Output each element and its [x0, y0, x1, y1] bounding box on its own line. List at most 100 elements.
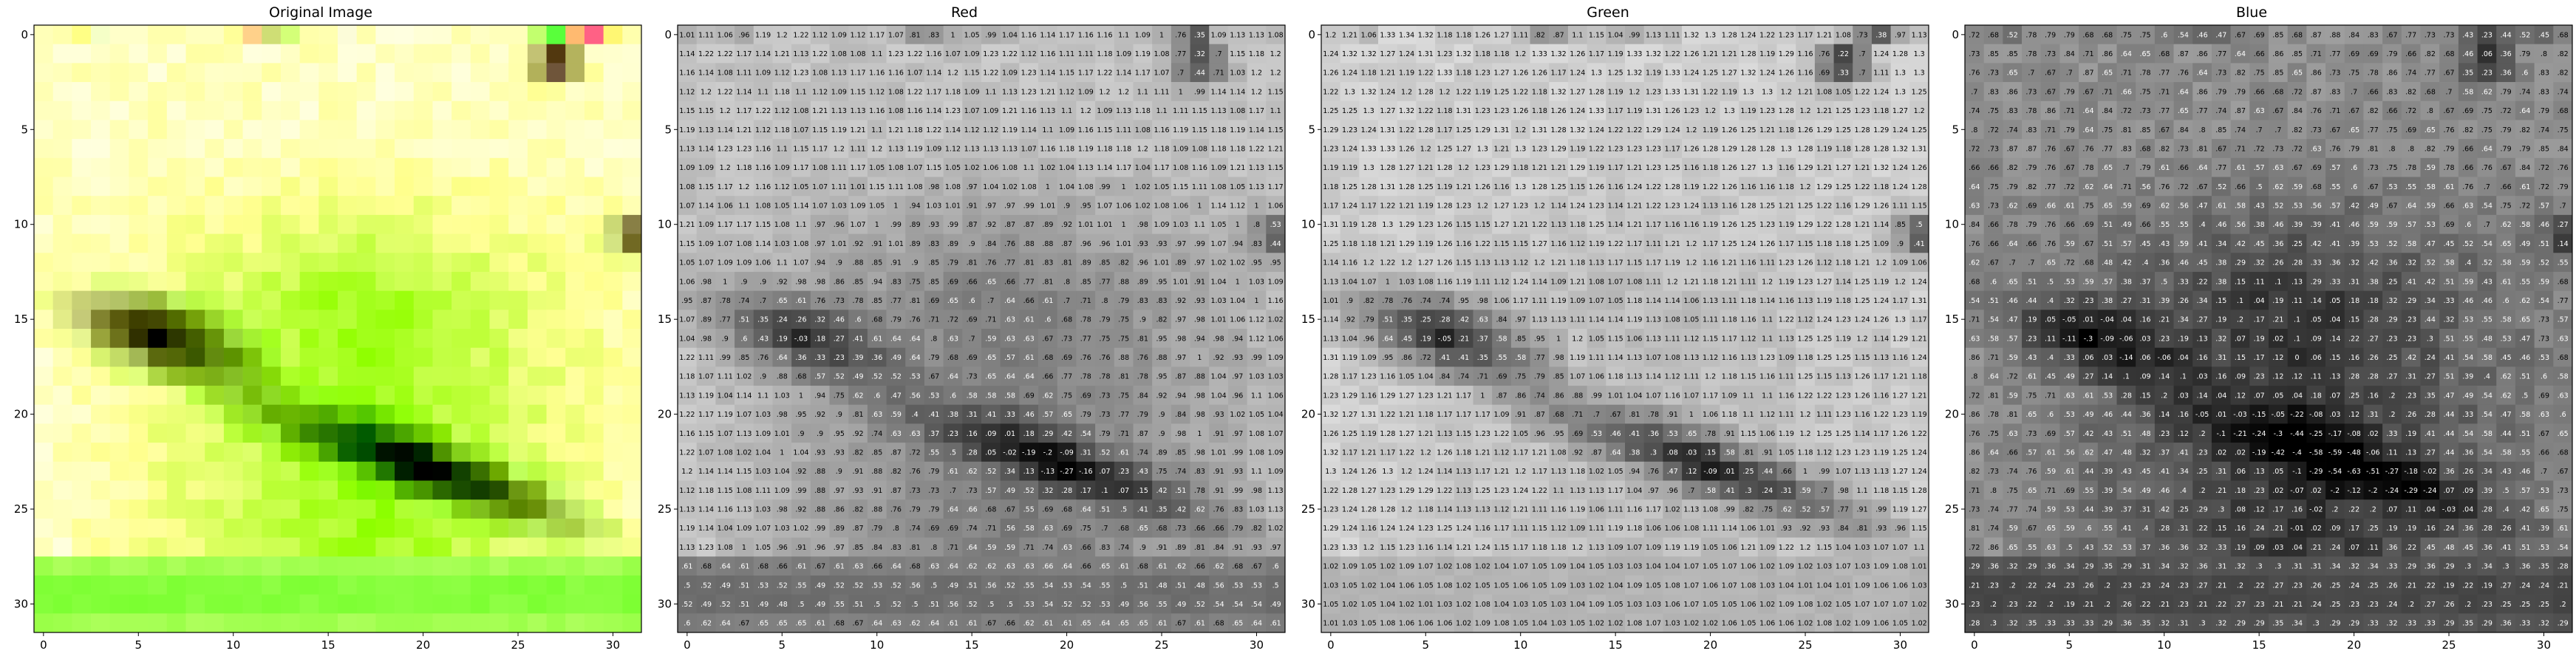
cell-value-label: .3 [1650, 448, 1657, 457]
cell-value-label: 1.3 [1895, 88, 1906, 96]
heatmap-cell [262, 443, 281, 462]
cell-value-label: .31 [967, 411, 978, 419]
heatmap-cell [490, 63, 509, 82]
cell-value-label: 1.1 [1156, 107, 1167, 115]
cell-value-label: 1.29 [1892, 335, 1908, 343]
cell-value-label: 1.23 [793, 69, 808, 78]
cell-value-label: 1.04 [1493, 563, 1509, 571]
cell-value-label: 1.26 [1437, 221, 1452, 229]
cell-value-label: .58 [967, 392, 978, 400]
cell-value-label: 1.26 [1722, 164, 1737, 172]
cell-value-label: .51 [1099, 506, 1110, 514]
heatmap-cell [452, 499, 471, 519]
cell-value-label: 1.22 [1608, 126, 1623, 134]
cell-value-label: 1.06 [755, 259, 771, 267]
heatmap-cell [490, 25, 509, 44]
cell-value-label: 1.13 [1078, 164, 1094, 172]
heatmap-cell [565, 386, 585, 405]
cell-value-label: 1.08 [888, 107, 904, 115]
x-tick-label: 15 [321, 638, 335, 652]
heatmap-cell [224, 44, 243, 64]
cell-value-label: .81 [1742, 448, 1754, 457]
cell-value-label: 1.3 [1762, 88, 1773, 96]
heatmap-cell [110, 44, 129, 64]
cell-value-label: .98 [777, 411, 788, 419]
heatmap-cell [110, 158, 129, 177]
cell-value-label: 1.25 [1855, 297, 1870, 305]
cell-value-label: .68 [947, 354, 958, 362]
cell-value-label: 1.15 [869, 183, 885, 191]
cell-value-label: .76 [890, 506, 902, 514]
cell-value-label: 1.04 [1608, 31, 1623, 39]
cell-value-label: 1.29 [1797, 164, 1813, 172]
cell-value-label: 1.1 [1118, 31, 1129, 39]
heatmap-cell [167, 44, 186, 64]
cell-value-label: .64 [928, 620, 939, 628]
heatmap-cell [186, 405, 205, 424]
cell-value-label: 1.13 [1740, 354, 1756, 362]
cell-value-label: .53 [757, 581, 769, 590]
cell-value-label: 1.07 [679, 202, 695, 211]
cell-value-label: 1 [1480, 392, 1485, 400]
heatmap-cell [357, 310, 376, 329]
cell-value-label: .62 [985, 563, 996, 571]
heatmap-cell [395, 25, 414, 44]
heatmap-cell [508, 443, 528, 462]
cell-value-label: .47 [1667, 468, 1678, 476]
heatmap-cell [414, 538, 433, 557]
cell-value-label: .28 [967, 448, 978, 457]
cell-value-label: 1.21 [1703, 50, 1718, 58]
cell-value-label: 1.17 [1779, 240, 1794, 248]
cell-value-label: .41 [1629, 430, 1640, 438]
cell-value-label: 1.13 [888, 145, 904, 153]
cell-value-label: .99 [720, 354, 731, 362]
heatmap-cell [34, 405, 53, 424]
cell-value-label: 1.19 [1779, 221, 1794, 229]
cell-value-label: .81 [1042, 278, 1053, 286]
cell-value-label: 1.17 [1437, 126, 1452, 134]
cell-value-label: 1.23 [1532, 145, 1547, 153]
cell-value-label: .63 [1004, 335, 1015, 343]
cell-value-label: 1.2 [777, 31, 788, 39]
heatmap-cell [471, 25, 490, 44]
cell-value-label: .41 [1439, 354, 1450, 362]
cell-value-label: 1.24 [1399, 50, 1414, 58]
cell-value-label: 1.12 [1021, 50, 1037, 58]
cell-value-label: 1.23 [1418, 221, 1434, 229]
cell-value-label: .92 [814, 411, 825, 419]
cell-value-label: 1.18 [1211, 126, 1227, 134]
cell-value-label: .92 [1175, 297, 1186, 305]
cell-value-label: 1.18 [1097, 50, 1112, 58]
heatmap-cell [452, 519, 471, 538]
cell-value-label: .49 [701, 601, 712, 609]
heatmap-cell [34, 177, 53, 197]
heatmap-cell [72, 386, 91, 405]
cell-value-label: 1.11 [1192, 183, 1207, 191]
heatmap-cell [91, 158, 110, 177]
heatmap-cell [565, 481, 585, 500]
cell-value-label: 1.1 [871, 126, 882, 134]
cell-value-label: 1.18 [1513, 164, 1528, 172]
cell-value-label: 1.18 [1570, 259, 1585, 267]
heatmap-cell [338, 348, 357, 367]
cell-value-label: 1.22 [718, 50, 733, 58]
heatmap-cell [34, 82, 53, 101]
cell-value-label: .93 [814, 448, 825, 457]
cell-value-label: .98 [701, 335, 712, 343]
cell-value-label: 1.07 [812, 183, 828, 191]
heatmap-cell [224, 462, 243, 481]
heatmap-cell [604, 423, 623, 443]
heatmap-cell [414, 63, 433, 82]
heatmap-cell [375, 196, 395, 215]
heatmap-cell [395, 576, 414, 595]
cell-value-label: 1.2 [1629, 88, 1640, 96]
heatmap-cell [508, 253, 528, 272]
cell-value-label: 1.15 [1816, 544, 1832, 552]
cell-value-label: 1.21 [1342, 31, 1357, 39]
cell-value-label: 1.23 [1797, 278, 1813, 286]
cell-value-label: .62 [910, 620, 921, 628]
cell-value-label: 1.15 [1855, 354, 1870, 362]
heatmap-cell [72, 519, 91, 538]
cell-value-label: 1.2 [834, 145, 845, 153]
cell-value-label: 1.26 [1683, 145, 1699, 153]
